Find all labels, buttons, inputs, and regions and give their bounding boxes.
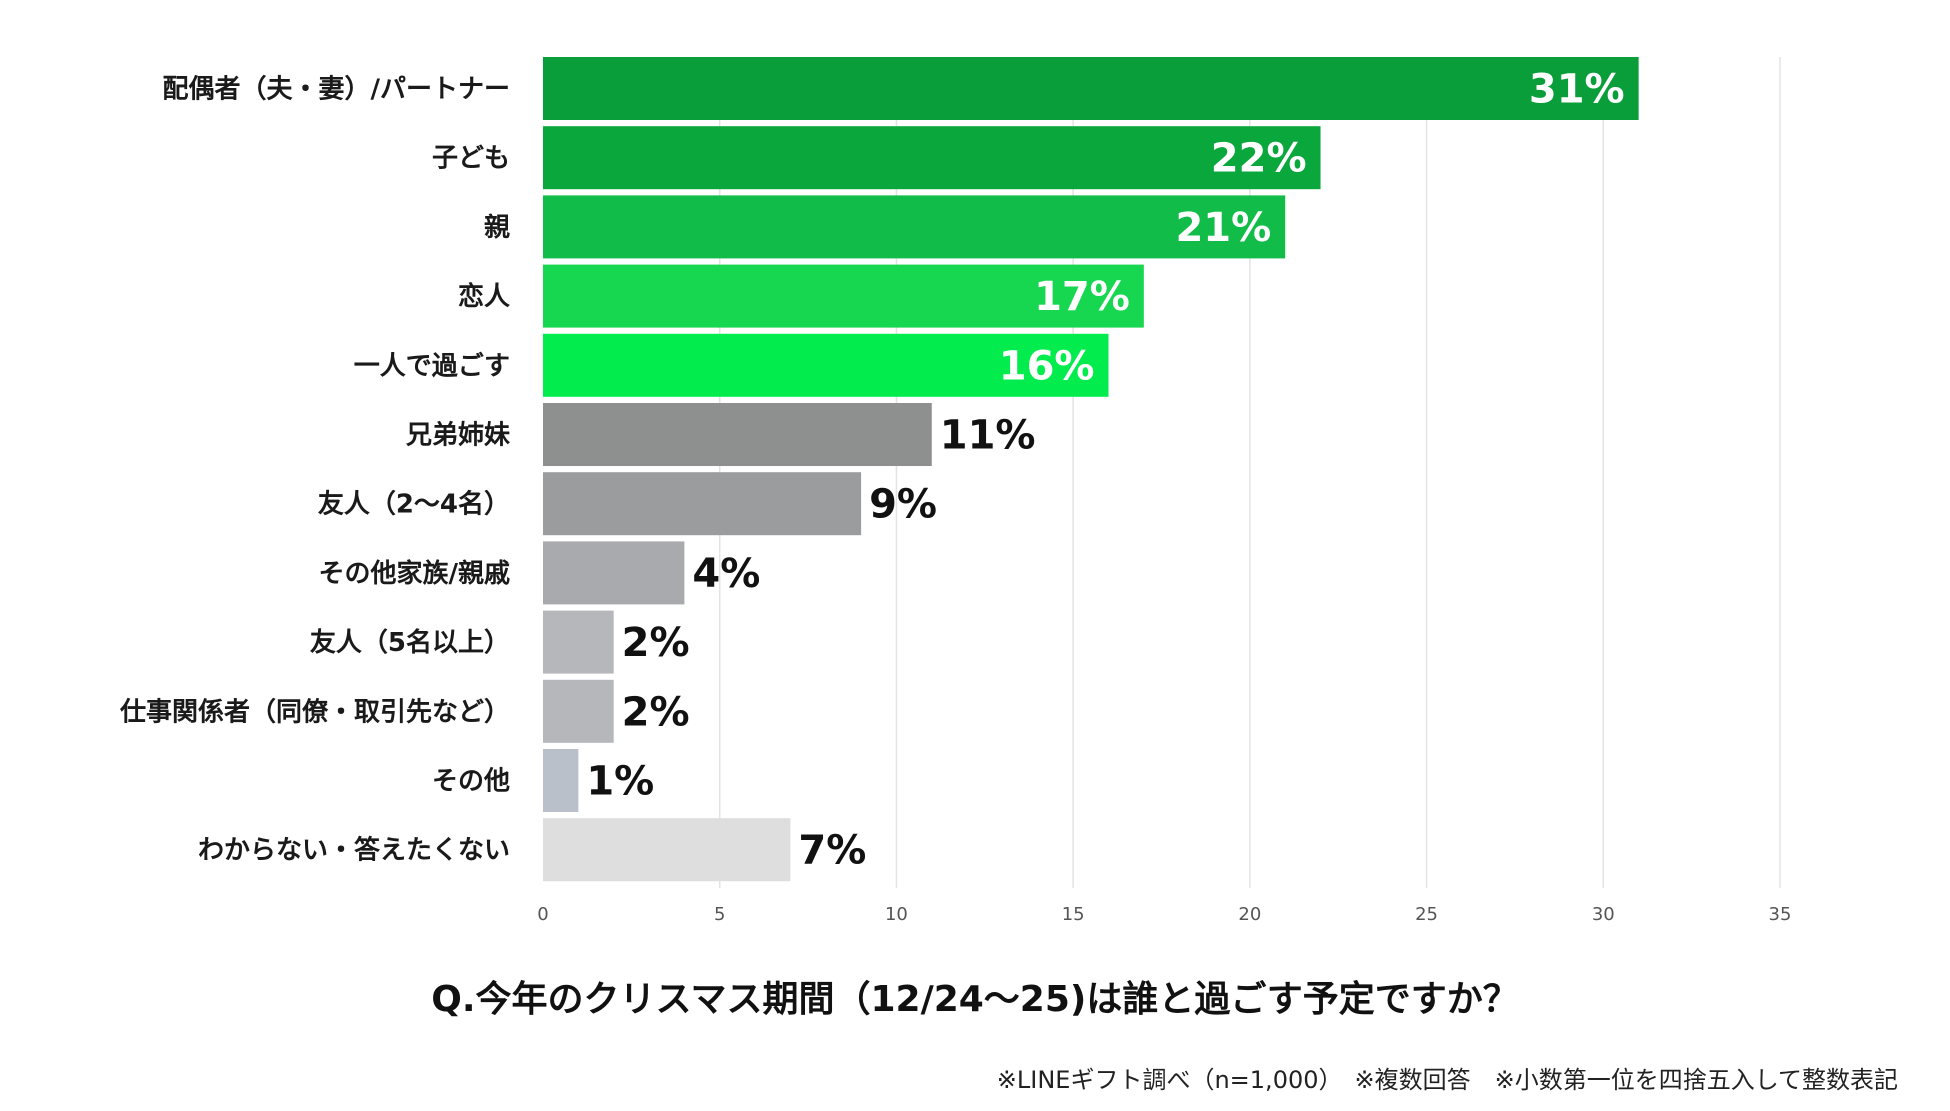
chart-title: Q.今年のクリスマス期間（12/24〜25)は誰と過ごす予定ですか？ (431, 979, 1519, 1020)
bars (543, 57, 1639, 882)
bar (543, 195, 1286, 259)
chart-footnote: ※LINEギフト調べ（n=1,000） ※複数回答 ※小数第一位を四捨五入して整… (996, 1066, 1898, 1094)
data-label: 21% (1175, 205, 1271, 251)
category-label: その他家族/親戚 (319, 558, 511, 589)
bar (543, 264, 1144, 328)
x-tick-label: 5 (714, 904, 725, 925)
data-label: 17% (1034, 274, 1130, 320)
x-tick-label: 0 (537, 904, 548, 925)
bar (543, 749, 579, 812)
category-label: わからない・答えたくない (198, 835, 510, 866)
bar (543, 610, 614, 674)
x-tick-label: 20 (1238, 904, 1261, 925)
bar (543, 57, 1639, 120)
category-label: 親 (484, 213, 510, 243)
bar (543, 403, 932, 466)
data-label: 4% (692, 551, 760, 597)
x-tick-label: 10 (885, 904, 908, 925)
category-label: 配偶者（夫・妻）/パートナー (163, 75, 511, 105)
x-tick-label: 35 (1769, 904, 1792, 925)
category-label: 仕事関係者（同僚・取引先など） (119, 697, 510, 727)
bar (543, 818, 791, 882)
data-label: 16% (999, 343, 1095, 389)
x-tick-label: 30 (1592, 904, 1615, 925)
data-label: 7% (798, 828, 866, 874)
bar (543, 472, 862, 536)
category-label: 友人（2〜4名） (318, 489, 510, 520)
bar (543, 126, 1321, 190)
data-label: 11% (940, 413, 1036, 459)
data-label: 22% (1211, 136, 1307, 182)
data-label: 2% (622, 689, 690, 735)
data-label: 1% (586, 759, 654, 805)
x-tick-label: 25 (1415, 904, 1438, 925)
category-label: 子ども (432, 144, 510, 174)
bar (543, 679, 614, 743)
value-labels: 31%22%21%17%16%11%9%4%2%2%1%7% (586, 67, 1624, 874)
category-label: 恋人 (458, 281, 510, 312)
category-label: その他 (432, 767, 510, 797)
category-label: 兄弟姉妹 (406, 421, 510, 451)
x-tick-label: 15 (1062, 904, 1085, 925)
bar (543, 333, 1109, 397)
category-label: 友人（5名以上） (310, 627, 510, 658)
data-label: 2% (622, 620, 690, 666)
bar (543, 541, 685, 605)
x-axis-ticks: 0 5 10 15 20 25 30 35 (537, 904, 1791, 925)
data-label: 9% (869, 482, 937, 528)
category-label: 一人で過ごす (354, 350, 510, 381)
data-label: 31% (1529, 67, 1625, 113)
